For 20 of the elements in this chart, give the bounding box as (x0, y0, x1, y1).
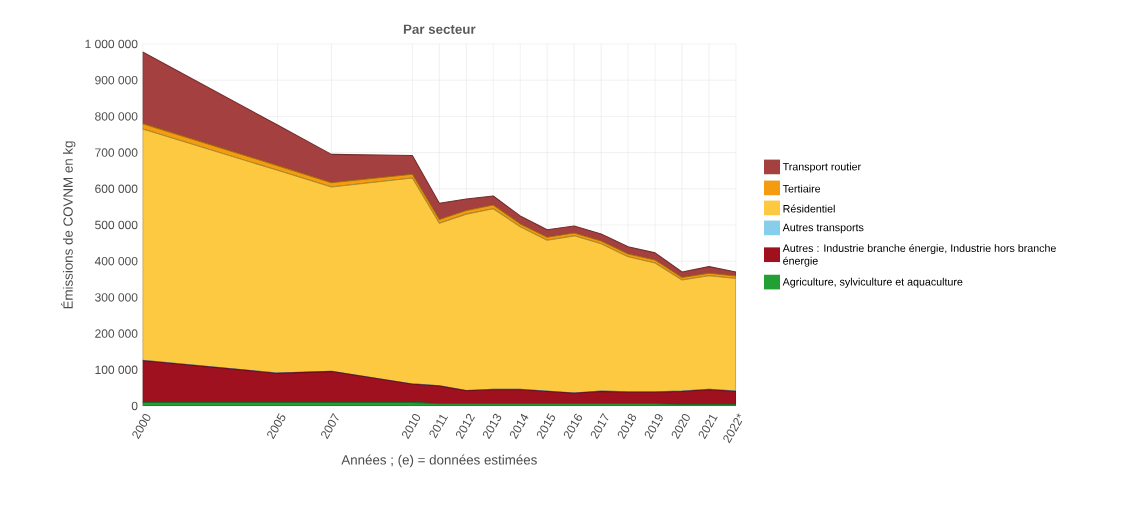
y-tick-label: 200 000 (95, 329, 138, 338)
y-tick-label: 900 000 (95, 75, 138, 85)
y-tick-label: 500 000 (95, 220, 138, 230)
legend-label: Transport routier (782, 162, 861, 173)
y-tick-label: 0 (131, 401, 138, 411)
legend-label: Résidentiel (783, 204, 835, 213)
y-axis-title: Émissions de COVNM en kg (61, 141, 76, 309)
y-tick-label: 1 000 000 (85, 39, 138, 49)
y-tick-label: 400 000 (94, 256, 138, 266)
x-axis-title: Années ; (e) = données estimées (341, 454, 537, 468)
legend-label: Autres : Industrie branche énergie, Industrie hors branche énergie (782, 244, 1056, 267)
legend-label: Autres transports (782, 223, 864, 234)
chart-title: Par secteur (403, 24, 476, 34)
y-tick-label: 600 000 (95, 184, 138, 194)
y-tick-label: 300 000 (95, 293, 138, 302)
legend-label: Tertiaire (782, 184, 821, 193)
legend-label: Agriculture, sylviculture et aquaculture (782, 277, 963, 288)
y-tick-label: 100 000 (95, 365, 138, 375)
y-tick-label: 700 000 (95, 148, 138, 157)
y-tick-label: 800 000 (95, 112, 138, 121)
